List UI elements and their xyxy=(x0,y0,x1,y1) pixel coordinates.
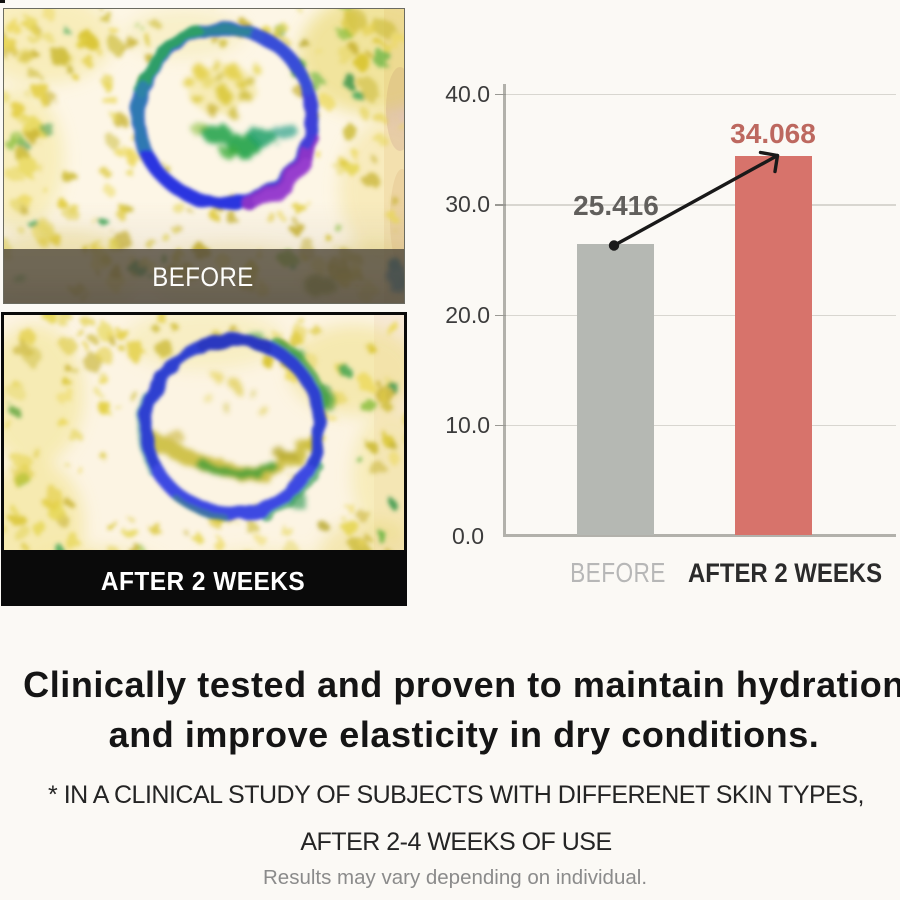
svg-text:BEFORE: BEFORE xyxy=(152,263,253,293)
svg-text:AFTER 2 WEEKS: AFTER 2 WEEKS xyxy=(101,567,305,596)
